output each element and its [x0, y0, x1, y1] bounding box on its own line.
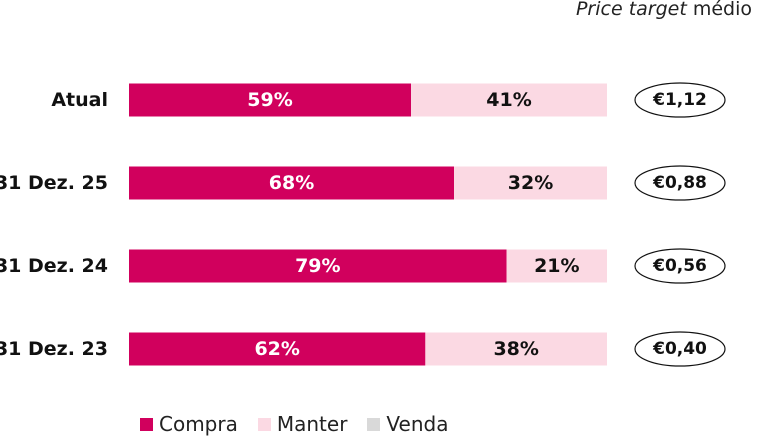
- price-target-header-italic: Price target: [575, 0, 687, 20]
- bar-segment-manter: [506, 249, 607, 283]
- legend-label-manter: Manter: [276, 412, 348, 436]
- price-target-value: €0,88: [652, 173, 707, 193]
- data-label-manter: 41%: [486, 89, 531, 111]
- legend-item-compra: Compra: [140, 412, 238, 436]
- legend-swatch-manter: [257, 417, 271, 431]
- category-label: 31 Dez. 25: [0, 172, 108, 194]
- data-label-manter: 21%: [534, 255, 579, 277]
- legend-item-venda: Venda: [367, 412, 448, 436]
- data-label-compra: 79%: [295, 255, 340, 277]
- price-target-value: €1,12: [652, 90, 707, 110]
- bar-segment-compra: [129, 166, 455, 200]
- category-label: Atual: [51, 89, 108, 111]
- bar-segment-compra: [129, 83, 412, 117]
- price-target-ellipse: [634, 331, 726, 367]
- price-target-header-rest: médio: [686, 0, 752, 20]
- price-target-ellipse: [634, 165, 726, 201]
- bar-segment-manter: [425, 332, 607, 366]
- legend-swatch-venda: [367, 417, 381, 431]
- legend-label-compra: Compra: [159, 412, 238, 436]
- data-label-compra: 68%: [269, 172, 314, 194]
- category-label: 31 Dez. 24: [0, 255, 108, 277]
- bar-segment-compra: [129, 332, 426, 366]
- price-target-ellipse: [634, 82, 726, 118]
- price-target-header: Price target médio: [576, 0, 752, 20]
- price-target-value: €0,40: [652, 339, 707, 359]
- data-label-compra: 62%: [254, 338, 299, 360]
- data-label-manter: 38%: [493, 338, 538, 360]
- price-target-ellipse: [634, 248, 726, 284]
- category-label: 31 Dez. 23: [0, 338, 108, 360]
- stacked-bar-chart: Atual 59% 41% €1,12 31 Dez. 25 68% 32% €0,88 31 …: [0, 82, 726, 367]
- legend-swatch-compra: [140, 417, 153, 431]
- bar-segment-manter: [411, 83, 607, 117]
- data-label-compra: 59%: [247, 89, 292, 111]
- chart-legend: Compra Manter Venda: [140, 412, 468, 436]
- price-target-value: €0,56: [652, 256, 707, 276]
- legend-item-manter: Manter: [257, 412, 348, 436]
- bar-segment-manter: [454, 166, 607, 200]
- data-label-manter: 32%: [508, 172, 553, 194]
- legend-label-venda: Venda: [386, 412, 449, 436]
- bar-segment-compra: [129, 249, 507, 283]
